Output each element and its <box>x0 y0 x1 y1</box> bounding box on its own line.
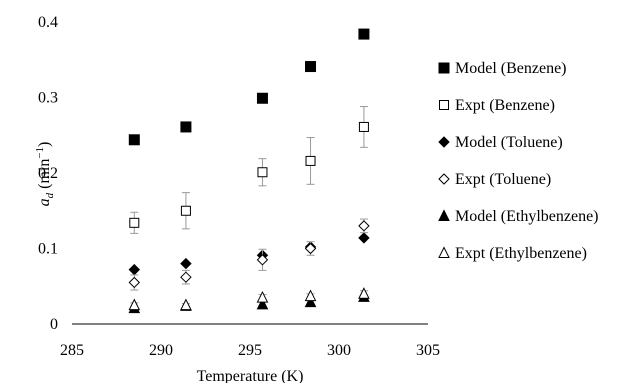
data-point <box>256 92 268 104</box>
legend-label: Model (Ethylbenzene) <box>455 208 599 225</box>
legend-entry: Model (Toluene) <box>438 134 563 151</box>
legend-entry: Expt (Benzene) <box>439 97 555 114</box>
data-point <box>358 28 370 40</box>
data-point <box>305 61 317 73</box>
data-marks <box>128 28 370 314</box>
y-tick-label: 0.3 <box>38 90 58 107</box>
x-tick-label: 285 <box>60 342 84 359</box>
data-point <box>180 205 191 216</box>
series <box>129 106 369 234</box>
legend-marker <box>438 173 450 185</box>
legend-entry: Model (Ethylbenzene) <box>438 208 599 225</box>
legend-marker <box>439 100 449 110</box>
series <box>128 290 370 314</box>
legend-entry: Expt (Ethylbenzene) <box>438 245 587 262</box>
y-axis-title-subscript: d <box>44 192 56 198</box>
legend-label: Model (Toluene) <box>455 134 563 151</box>
data-point <box>180 121 192 133</box>
data-point <box>358 220 370 232</box>
data-point <box>129 217 140 228</box>
y-axis-title-symbol: a <box>36 198 53 206</box>
x-tick-label: 290 <box>149 342 173 359</box>
legend-marker <box>438 246 450 258</box>
data-point <box>256 254 269 266</box>
data-point <box>256 290 269 303</box>
series <box>128 218 370 291</box>
data-point <box>128 263 141 276</box>
legend-label: Expt (Toluene) <box>455 171 551 188</box>
data-point <box>128 276 141 289</box>
data-point <box>257 167 268 178</box>
legend-entry: Expt (Toluene) <box>438 171 551 188</box>
y-tick-label: 0.2 <box>38 165 58 182</box>
data-point <box>256 297 269 310</box>
x-tick-label: 305 <box>416 342 440 359</box>
y-axis-title-exponent: −1 <box>34 147 46 159</box>
data-point <box>180 271 192 283</box>
y-tick-label: 0 <box>50 316 58 333</box>
data-point <box>304 295 317 308</box>
x-axis-title: Temperature (K) <box>197 368 304 383</box>
y-axis-title-close: ) <box>36 142 53 147</box>
legend-marker <box>438 62 450 74</box>
y-axis-title: ad (min−1) <box>34 142 56 207</box>
data-point <box>128 134 140 146</box>
legend: Model (Benzene) Expt (Benzene) Model (Tolu… <box>438 60 599 262</box>
data-point <box>304 242 317 255</box>
data-point <box>305 155 316 166</box>
data-point <box>180 257 192 270</box>
series <box>128 28 370 146</box>
y-axis-title-unit: (min <box>36 159 53 193</box>
legend-label: Expt (Ethylbenzene) <box>455 245 587 262</box>
data-point <box>358 121 369 132</box>
tick-labels: 285 290 295 300 305 0 0.1 0.2 0.3 0.4 <box>38 14 440 359</box>
legend-label: Model (Benzene) <box>455 60 567 77</box>
legend-marker <box>438 136 450 148</box>
x-tick-label: 295 <box>238 342 262 359</box>
data-point <box>358 287 370 299</box>
legend-entry: Model (Benzene) <box>438 60 567 77</box>
legend-marker <box>438 209 450 221</box>
legend-label: Expt (Benzene) <box>455 97 555 114</box>
data-point <box>128 298 141 311</box>
data-point <box>358 232 370 244</box>
series <box>128 287 370 311</box>
y-tick-label: 0.4 <box>38 14 58 31</box>
y-tick-label: 0.1 <box>38 241 58 258</box>
x-tick-label: 300 <box>327 342 351 359</box>
data-point <box>180 298 192 311</box>
series <box>128 232 370 276</box>
data-point <box>304 289 317 302</box>
